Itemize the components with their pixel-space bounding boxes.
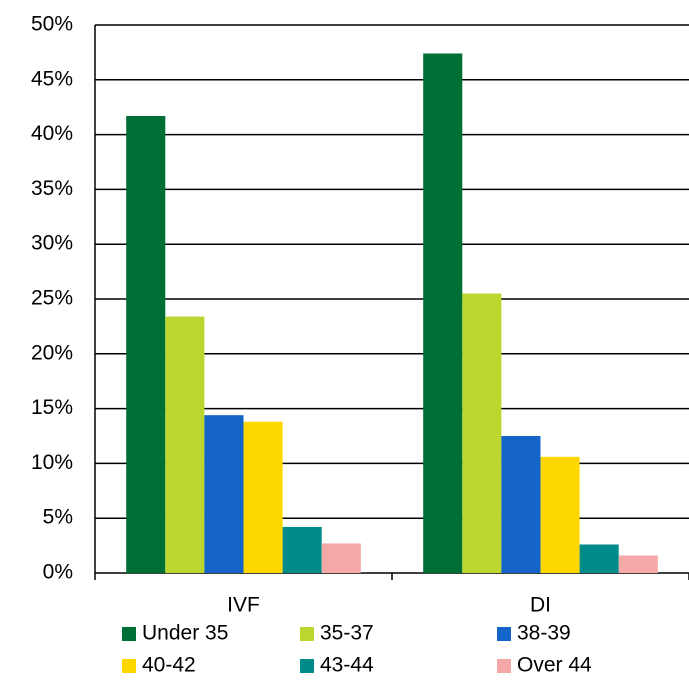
y-tick-label: 35% xyxy=(31,177,73,200)
bar xyxy=(282,526,322,573)
y-tick-label: 50% xyxy=(31,13,73,36)
y-tick-label: 30% xyxy=(31,232,73,255)
legend-label: 40-42 xyxy=(142,654,196,677)
legend-swatch xyxy=(122,659,136,673)
bar xyxy=(165,316,205,573)
bar xyxy=(618,555,658,573)
y-tick-label: 40% xyxy=(31,122,73,145)
bar xyxy=(243,421,283,573)
y-tick-label: 45% xyxy=(31,67,73,90)
legend-label: 35-37 xyxy=(320,622,374,645)
legend-label: 38-39 xyxy=(517,622,571,645)
legend-label: 43-44 xyxy=(320,654,374,677)
bar xyxy=(321,543,361,573)
x-tick-label: DI xyxy=(530,594,551,617)
y-tick-label: 5% xyxy=(43,506,73,529)
y-tick-label: 10% xyxy=(31,451,73,474)
legend-label: Over 44 xyxy=(517,654,592,677)
legend-swatch xyxy=(497,627,511,641)
bar xyxy=(501,436,541,573)
y-tick-label: 15% xyxy=(31,396,73,419)
legend-swatch xyxy=(497,659,511,673)
bar xyxy=(579,544,619,573)
y-tick-label: 20% xyxy=(31,341,73,364)
legend-swatch xyxy=(122,627,136,641)
y-tick-label: 25% xyxy=(31,287,73,310)
legend-label: Under 35 xyxy=(142,622,228,645)
legend-swatch xyxy=(300,659,314,673)
bar xyxy=(462,293,502,573)
x-tick-label: IVF xyxy=(227,594,260,617)
bar xyxy=(540,456,580,573)
y-tick-label: 0% xyxy=(43,561,73,584)
bar xyxy=(126,115,166,573)
bar xyxy=(423,53,463,574)
bar xyxy=(204,415,244,573)
legend-swatch xyxy=(300,627,314,641)
